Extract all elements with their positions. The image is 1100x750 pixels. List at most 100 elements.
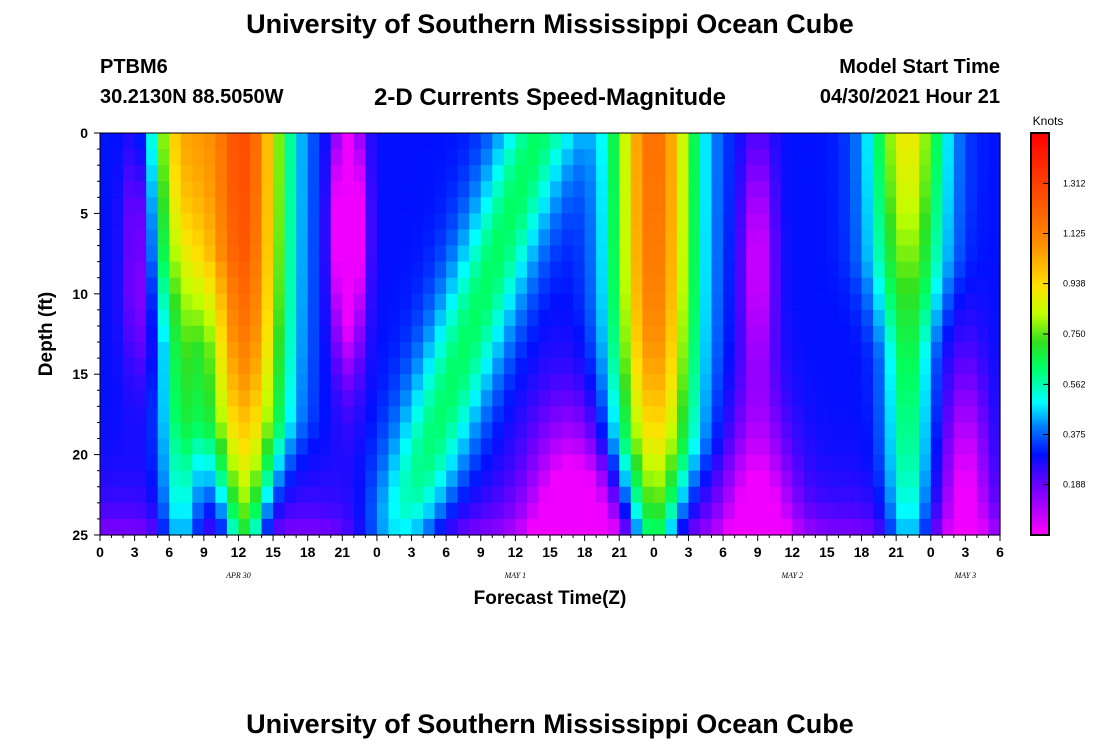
heatmap-cell — [446, 309, 459, 327]
heatmap-cell — [169, 342, 182, 359]
heatmap-cell — [873, 342, 886, 359]
heatmap-cell — [111, 438, 124, 456]
heatmap-cell — [538, 486, 551, 504]
heatmap-cell — [780, 309, 793, 327]
x-tick-label: 0 — [927, 544, 935, 560]
heatmap-cell — [792, 470, 805, 488]
heatmap-cell — [676, 309, 690, 327]
heatmap-cell — [400, 454, 413, 472]
heatmap-cell — [561, 422, 574, 440]
heatmap-cell — [180, 342, 193, 359]
heatmap-cell — [169, 422, 182, 440]
heatmap-cell — [238, 149, 251, 166]
heatmap-cell — [896, 133, 909, 150]
heatmap-cell — [757, 261, 770, 279]
heatmap-cell — [642, 486, 655, 504]
heatmap-cell — [619, 422, 632, 440]
heatmap-cell — [607, 165, 620, 182]
heatmap-cell — [434, 181, 447, 198]
heatmap-cell — [250, 165, 263, 182]
heatmap-cell — [250, 374, 263, 391]
heatmap-cell — [457, 358, 470, 375]
y-axis-label: Depth (ft) — [36, 292, 57, 376]
heatmap-cell — [434, 342, 447, 359]
heatmap-cell — [434, 293, 447, 311]
heatmap-cell — [723, 470, 736, 488]
heatmap-cell — [607, 229, 620, 247]
heatmap-cell — [411, 406, 424, 424]
heatmap-cell — [919, 197, 932, 214]
heatmap-cell — [480, 293, 493, 311]
heatmap-cell — [353, 390, 366, 407]
heatmap-cell — [423, 406, 436, 424]
heatmap-cell — [723, 165, 736, 182]
heatmap-cell — [630, 149, 643, 166]
heatmap-cell — [953, 358, 966, 375]
heatmap-cell — [792, 438, 805, 456]
heatmap-cell — [284, 133, 297, 150]
heatmap-cell — [850, 213, 863, 231]
heatmap-cell — [826, 406, 840, 424]
heatmap-cell — [780, 213, 793, 231]
heatmap-cell — [676, 165, 690, 182]
heatmap-cell — [469, 422, 482, 440]
heatmap-cell — [953, 470, 966, 488]
heatmap-cell — [700, 165, 713, 182]
heatmap-cell — [376, 197, 390, 214]
heatmap-cell — [711, 342, 724, 359]
heatmap-cell — [492, 406, 505, 424]
heatmap-cell — [803, 213, 816, 231]
heatmap-cell — [850, 149, 863, 166]
heatmap-cell — [873, 518, 886, 536]
heatmap-cell — [365, 181, 378, 198]
heatmap-cell — [111, 229, 124, 247]
heatmap-cell — [642, 518, 655, 536]
heatmap-cell — [457, 229, 470, 247]
heatmap-cell — [734, 293, 747, 311]
heatmap-cell — [261, 277, 274, 295]
x-tick-label: 3 — [131, 544, 139, 560]
heatmap-cell — [584, 406, 597, 424]
heatmap-cell — [930, 502, 943, 520]
heatmap-cell — [180, 245, 193, 263]
heatmap-cell — [815, 325, 828, 343]
heatmap-cell — [134, 245, 147, 263]
heatmap-cell — [884, 406, 897, 424]
heatmap-cell — [296, 245, 309, 263]
heatmap-cell — [734, 406, 747, 424]
heatmap-cell — [376, 293, 390, 311]
heatmap-cell — [850, 277, 863, 295]
heatmap-cell — [457, 422, 470, 440]
heatmap-cell — [780, 438, 793, 456]
heatmap-cell — [803, 149, 816, 166]
heatmap-cell — [723, 374, 736, 391]
heatmap-cell — [953, 518, 966, 536]
heatmap-cell — [446, 390, 459, 407]
heatmap-cell — [988, 309, 1001, 327]
heatmap-cell — [665, 213, 678, 231]
heatmap-cell — [296, 133, 309, 150]
heatmap-cell — [215, 245, 228, 263]
heatmap-cell — [596, 390, 609, 407]
heatmap-cell — [319, 133, 332, 150]
heatmap-cell — [330, 470, 343, 488]
heatmap-cell — [723, 518, 736, 536]
heatmap-cell — [342, 374, 355, 391]
heatmap-cell — [273, 438, 286, 456]
heatmap-cell — [273, 486, 286, 504]
heatmap-cell — [261, 213, 274, 231]
heatmap-cell — [146, 358, 159, 375]
heatmap-cell — [180, 149, 193, 166]
heatmap-cell — [826, 342, 840, 359]
x-tick-label: 6 — [442, 544, 450, 560]
heatmap-cell — [838, 165, 851, 182]
heatmap-cell — [780, 133, 793, 150]
heatmap-cell — [365, 293, 378, 311]
heatmap-cell — [723, 261, 736, 279]
heatmap-cell — [884, 309, 897, 327]
heatmap-cell — [538, 149, 551, 166]
heatmap-cell — [838, 197, 851, 214]
heatmap-cell — [757, 518, 770, 536]
heatmap-cell — [676, 358, 690, 375]
heatmap-cell — [653, 149, 666, 166]
